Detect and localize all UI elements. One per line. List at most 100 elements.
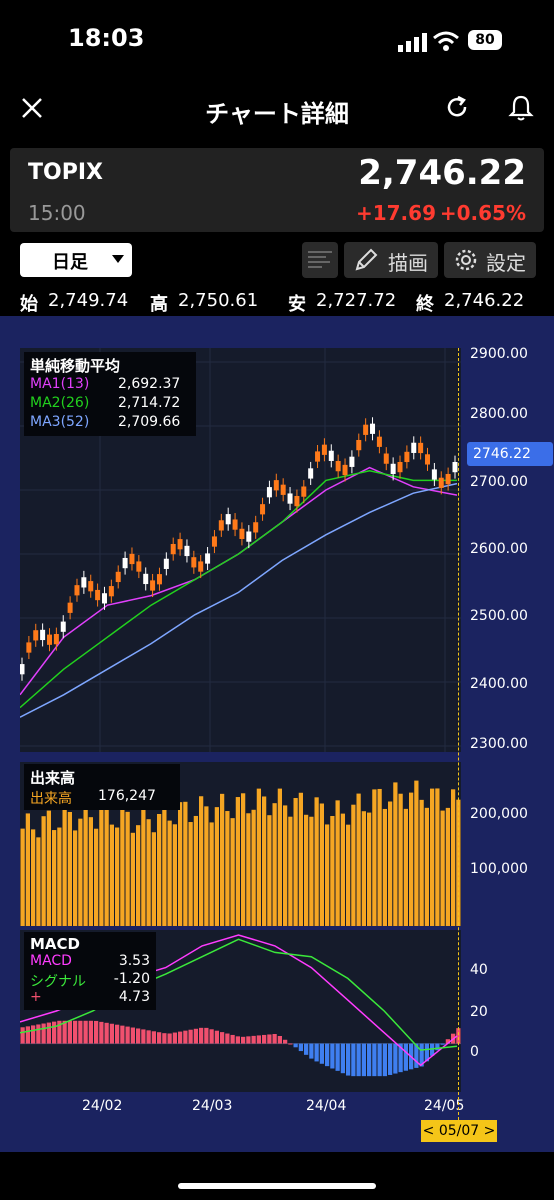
- candle-body: [390, 463, 396, 475]
- volume-bar: [46, 810, 51, 926]
- macd-hist-bar: [367, 1043, 372, 1077]
- macd-hist-bar: [73, 1020, 78, 1044]
- volume-bar: [440, 810, 445, 926]
- macd-hist-bar: [356, 1043, 361, 1077]
- volume-bar: [293, 798, 298, 926]
- volume-bar: [409, 792, 414, 926]
- candle-body: [383, 453, 389, 464]
- candle-body: [198, 561, 204, 572]
- signal-line: [19, 938, 458, 1051]
- volume-bar: [20, 828, 25, 926]
- macd-hist-bar: [393, 1043, 398, 1074]
- volume-chart[interactable]: 出来高 出来高 176,247: [20, 762, 461, 926]
- price-change: +17.69: [355, 201, 436, 225]
- x-tick-3: 24/05: [424, 1098, 465, 1114]
- date-cursor[interactable]: < 05/07 >: [421, 1120, 497, 1142]
- candle-body: [156, 574, 162, 585]
- macd-hist-bar: [262, 1034, 267, 1044]
- macd-hist-bar: [235, 1036, 240, 1044]
- macd-hist-bar: [304, 1043, 309, 1055]
- macd-chart[interactable]: MACD MACD 3.53 シグナル -1.20 +4.73: [19, 930, 461, 1092]
- macd-hist-bar: [430, 1043, 435, 1056]
- macd-hist-bar: [193, 1028, 198, 1044]
- candle-body: [239, 528, 245, 540]
- signal-value: -1.20: [113, 971, 150, 987]
- macd-hist-bar: [104, 1022, 109, 1044]
- macd-hist-bar: [267, 1034, 272, 1044]
- macd-hist-bar: [277, 1035, 282, 1044]
- macd-hist-bar: [314, 1043, 319, 1062]
- volume-bar: [388, 801, 393, 926]
- macd-hist-bar: [78, 1020, 83, 1044]
- candle-body: [273, 480, 279, 491]
- macd-hist-bar: [246, 1036, 251, 1044]
- macd-hist-bar: [419, 1043, 424, 1067]
- macd-hist-bar: [204, 1027, 209, 1044]
- volume-bar: [178, 802, 183, 926]
- candle-body: [431, 469, 437, 480]
- volume-bar: [62, 806, 67, 926]
- close-icon[interactable]: [20, 96, 44, 120]
- candle-body: [191, 557, 197, 568]
- quote-time: 15:00: [28, 201, 86, 225]
- candle-body: [170, 543, 176, 555]
- price: 2,746.22: [358, 153, 526, 193]
- last-price: 2746.22: [473, 446, 531, 462]
- volume-bar: [272, 803, 277, 926]
- nav-bar: チャート詳細: [0, 80, 554, 136]
- volume-bar: [430, 788, 435, 926]
- macd-hist-bar: [319, 1043, 324, 1064]
- volume-bar: [214, 807, 219, 926]
- settings-button[interactable]: 設定: [444, 242, 536, 278]
- macd-hist-bar: [62, 1020, 67, 1044]
- ma2-label: MA2(26): [30, 395, 90, 411]
- refresh-icon[interactable]: [444, 94, 470, 120]
- volume-bar: [125, 811, 130, 926]
- volume-bar: [115, 827, 120, 926]
- candle-body: [211, 536, 217, 547]
- indicator-list-button[interactable]: [302, 242, 338, 278]
- volume-bar: [325, 824, 330, 926]
- period-select[interactable]: 日足: [20, 243, 132, 277]
- candle-body: [301, 486, 307, 497]
- volume-bar: [319, 803, 324, 926]
- volume-bar: [277, 788, 282, 926]
- volume-bar: [351, 804, 356, 926]
- volume-bar: [167, 820, 172, 926]
- candle-body: [122, 557, 128, 569]
- volume-bar: [31, 829, 36, 926]
- chart-panel[interactable]: 単純移動平均 MA1(13) 2,692.37 MA2(26) 2,714.72 M…: [0, 316, 554, 1152]
- vol-tick-200000: 200,000: [470, 806, 528, 822]
- macd-hist-bar: [340, 1043, 345, 1074]
- volume-bar: [151, 832, 156, 926]
- volume-bar: [356, 793, 361, 926]
- price-chart[interactable]: 単純移動平均 MA1(13) 2,692.37 MA2(26) 2,714.72 M…: [19, 348, 461, 752]
- candle-body: [397, 461, 403, 473]
- candle-body: [308, 468, 314, 479]
- candle-body: [81, 577, 87, 588]
- macd-legend-title: MACD: [30, 935, 80, 953]
- macd-hist-bar: [398, 1043, 403, 1073]
- battery-icon: 80: [468, 30, 502, 50]
- macd-hist-bar: [256, 1035, 261, 1044]
- candle-body: [225, 514, 231, 525]
- volume-bar: [340, 813, 345, 926]
- home-indicator[interactable]: [178, 1183, 376, 1189]
- volume-bar: [83, 802, 88, 926]
- candle-body: [19, 664, 25, 675]
- bell-icon[interactable]: [508, 94, 534, 122]
- candle-body: [184, 545, 190, 557]
- candle-body: [335, 461, 341, 472]
- candle-body: [115, 571, 121, 583]
- volume-bar: [193, 815, 198, 926]
- macd-tick-20: 20: [470, 1004, 488, 1020]
- candle-body: [328, 450, 334, 461]
- macd-hist-bar: [414, 1043, 419, 1068]
- draw-button[interactable]: 描画: [344, 242, 438, 278]
- macd-hist-bar: [325, 1043, 330, 1067]
- volume-bar: [309, 816, 314, 926]
- macd-hist-bar: [225, 1033, 230, 1044]
- macd-hist-bar: [251, 1035, 256, 1044]
- candle-body: [129, 553, 135, 565]
- candle-body: [438, 477, 444, 488]
